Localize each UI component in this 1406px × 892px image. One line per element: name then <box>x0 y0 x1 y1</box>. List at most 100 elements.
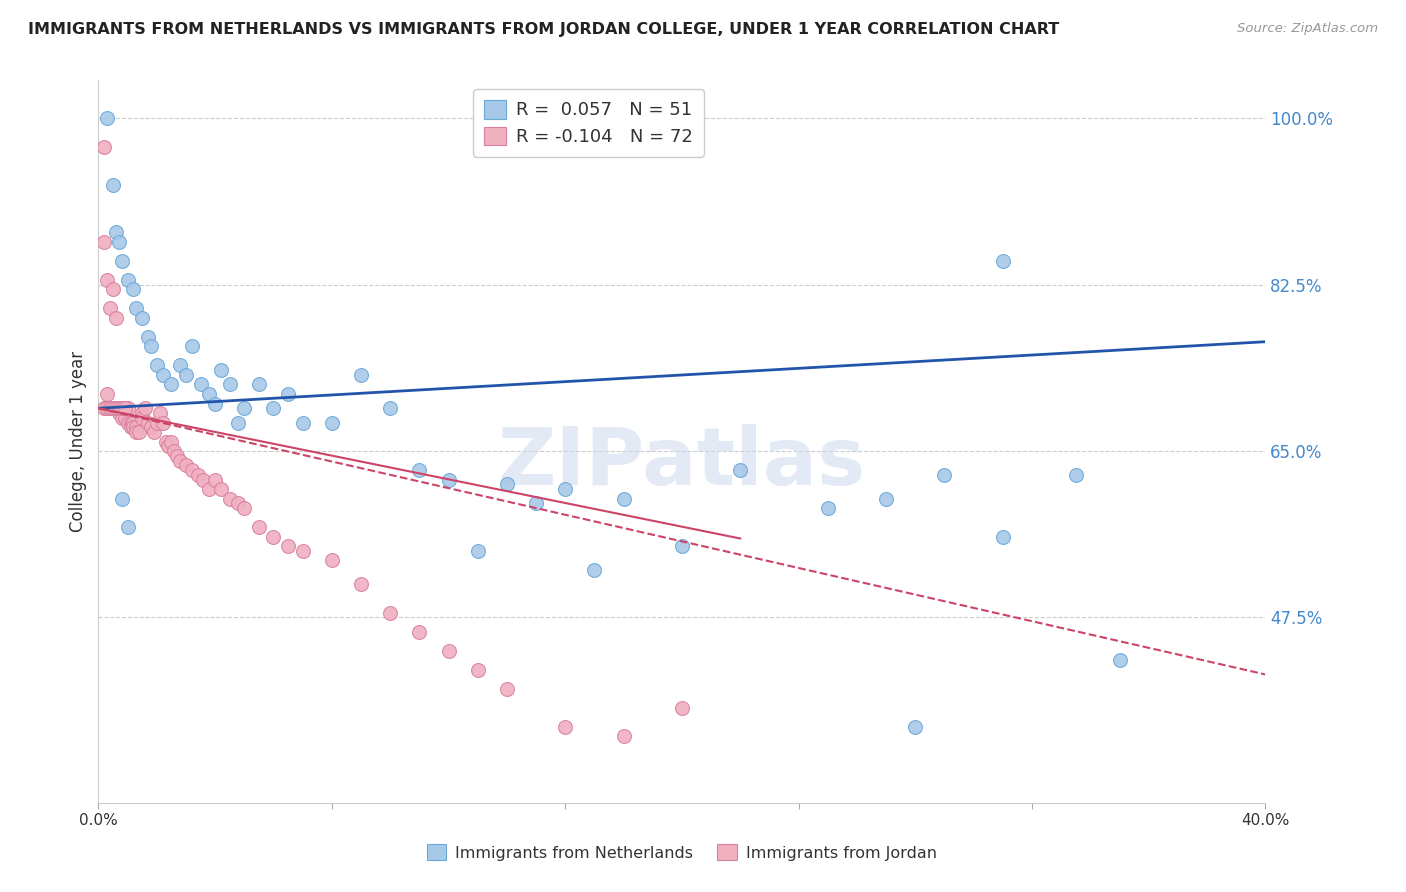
Point <box>152 416 174 430</box>
Point <box>934 467 956 482</box>
Point <box>111 254 134 268</box>
Point <box>96 401 118 416</box>
Point <box>104 310 127 325</box>
Point <box>122 282 145 296</box>
Point <box>117 520 139 534</box>
Point <box>131 310 153 325</box>
Point <box>291 416 314 430</box>
Point <box>96 112 118 126</box>
Point <box>108 401 131 416</box>
Point <box>146 359 169 373</box>
Point <box>114 401 136 416</box>
Point <box>163 444 186 458</box>
Point <box>117 401 139 416</box>
Point <box>612 491 634 506</box>
Point <box>233 401 256 416</box>
Point <box>157 439 180 453</box>
Point <box>496 681 519 696</box>
Point <box>262 401 284 416</box>
Point <box>136 330 159 344</box>
Point <box>96 387 118 401</box>
Point <box>131 406 153 420</box>
Point <box>408 463 430 477</box>
Point <box>122 420 145 434</box>
Point <box>160 434 183 449</box>
Point <box>101 401 124 416</box>
Point <box>114 401 136 416</box>
Point <box>134 401 156 416</box>
Point <box>174 458 197 473</box>
Point <box>204 473 226 487</box>
Point <box>554 482 576 496</box>
Text: ZIPatlas: ZIPatlas <box>498 425 866 502</box>
Point <box>277 387 299 401</box>
Point <box>198 387 221 401</box>
Point <box>262 530 284 544</box>
Point <box>93 140 115 154</box>
Point <box>125 420 148 434</box>
Point <box>496 477 519 491</box>
Point <box>111 491 134 506</box>
Point <box>437 643 460 657</box>
Point <box>93 401 115 416</box>
Point <box>131 410 153 425</box>
Point <box>875 491 897 506</box>
Point <box>117 273 139 287</box>
Point <box>180 463 202 477</box>
Point <box>169 453 191 467</box>
Point <box>108 401 131 416</box>
Point <box>247 520 270 534</box>
Point <box>228 496 250 510</box>
Point <box>247 377 270 392</box>
Point <box>218 377 240 392</box>
Point <box>350 577 373 591</box>
Point <box>108 406 131 420</box>
Point <box>991 530 1014 544</box>
Point <box>93 235 115 249</box>
Point <box>218 491 240 506</box>
Point <box>120 416 142 430</box>
Point <box>187 467 209 482</box>
Point <box>321 416 343 430</box>
Point <box>101 282 124 296</box>
Point <box>204 396 226 410</box>
Point <box>904 720 927 734</box>
Point <box>120 420 142 434</box>
Point <box>583 563 606 577</box>
Point <box>111 401 134 416</box>
Point <box>991 254 1014 268</box>
Point <box>152 368 174 382</box>
Point <box>193 473 215 487</box>
Point <box>1108 653 1130 667</box>
Point <box>125 301 148 316</box>
Point <box>408 624 430 639</box>
Point <box>174 368 197 382</box>
Point <box>467 663 489 677</box>
Point <box>524 496 547 510</box>
Point <box>233 501 256 516</box>
Point <box>291 544 314 558</box>
Point <box>125 425 148 439</box>
Point <box>437 473 460 487</box>
Point <box>380 606 402 620</box>
Point <box>98 401 121 416</box>
Point <box>122 416 145 430</box>
Point <box>117 416 139 430</box>
Point <box>142 425 165 439</box>
Legend: Immigrants from Netherlands, Immigrants from Jordan: Immigrants from Netherlands, Immigrants … <box>420 838 943 867</box>
Point <box>190 377 212 392</box>
Point <box>111 410 134 425</box>
Point <box>198 482 221 496</box>
Point <box>554 720 576 734</box>
Point <box>101 178 124 192</box>
Point <box>209 482 232 496</box>
Point <box>228 416 250 430</box>
Point <box>98 301 121 316</box>
Point <box>96 273 118 287</box>
Point <box>1064 467 1087 482</box>
Point <box>166 449 188 463</box>
Point <box>612 729 634 743</box>
Point <box>98 401 121 416</box>
Point <box>277 539 299 553</box>
Point <box>104 401 127 416</box>
